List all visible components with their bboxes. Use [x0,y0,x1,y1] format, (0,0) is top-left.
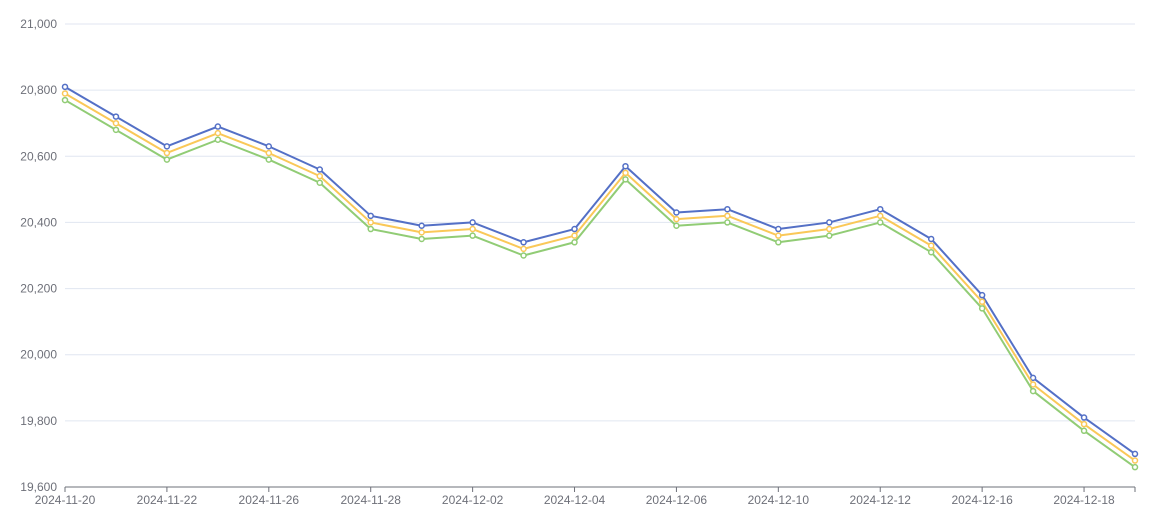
data-point[interactable] [927,235,935,243]
x-tick-label: 2024-12-10 [748,493,810,507]
data-point[interactable] [418,229,425,236]
data-point[interactable] [927,248,935,256]
series-3 [61,96,1139,471]
data-point[interactable] [724,205,731,213]
data-point[interactable] [876,205,884,213]
data-point[interactable] [418,235,425,243]
series-2 [61,90,1139,464]
data-point[interactable] [61,90,69,97]
data-point[interactable] [775,225,782,233]
data-point[interactable] [826,232,833,239]
data-point[interactable] [214,136,222,143]
y-tick-label: 20,800 [20,83,57,97]
x-tick-label: 2024-11-20 [35,493,96,507]
data-point[interactable] [673,215,680,223]
data-point[interactable] [826,219,833,226]
x-tick-label: 2024-12-18 [1053,493,1115,507]
data-point[interactable] [1029,374,1037,382]
y-tick-label: 20,600 [20,149,57,163]
data-point[interactable] [520,245,527,253]
data-point[interactable] [1131,457,1139,464]
data-point[interactable] [163,149,171,157]
data-point[interactable] [571,239,578,246]
data-point[interactable] [520,252,527,259]
data-point[interactable] [571,225,578,233]
data-point[interactable] [673,209,680,216]
grid-lines [65,23,1135,422]
data-point[interactable] [673,222,680,229]
series-1 [61,83,1139,458]
series-line [64,92,1136,462]
x-tick-label: 2024-12-12 [850,493,912,507]
data-point[interactable] [1131,450,1139,458]
x-tick-label: 2024-12-16 [951,493,1013,507]
data-point[interactable] [1080,414,1088,421]
data-point[interactable] [163,156,171,163]
axes [64,486,1136,492]
x-tick-label: 2024-12-04 [544,493,606,507]
data-point[interactable] [367,212,374,220]
data-point[interactable] [163,143,171,150]
data-point[interactable] [571,232,578,239]
data-point[interactable] [775,232,782,239]
data-point[interactable] [826,225,833,233]
y-axis-tick-labels: 19,600 19,800 20,000 20,200 20,400 20,600 20,8… [20,17,57,494]
data-point[interactable] [112,119,120,127]
data-point[interactable] [469,225,476,233]
data-point[interactable] [775,239,782,246]
data-point[interactable] [1131,463,1139,471]
data-point[interactable] [724,219,731,226]
data-point[interactable] [876,212,884,220]
data-point[interactable] [367,219,374,226]
x-tick-label: 2024-12-06 [646,493,708,507]
data-point[interactable] [978,298,986,306]
x-tick-label: 2024-11-22 [137,493,198,507]
data-point[interactable] [1080,427,1088,435]
data-point[interactable] [724,212,731,220]
data-point[interactable] [112,126,120,134]
data-point[interactable] [927,242,935,249]
series-line [64,85,1136,455]
data-point[interactable] [214,123,222,130]
data-point[interactable] [622,162,629,170]
y-tick-label: 20,200 [20,282,57,296]
series-lines [61,83,1139,471]
data-point[interactable] [61,96,69,104]
data-point[interactable] [978,291,986,299]
data-point[interactable] [469,219,476,226]
data-point[interactable] [265,149,273,157]
data-point[interactable] [418,222,425,229]
data-point[interactable] [1080,420,1088,428]
data-point[interactable] [622,169,629,177]
data-point[interactable] [978,305,986,312]
data-point[interactable] [214,129,222,137]
y-tick-label: 21,000 [20,17,57,31]
data-point[interactable] [316,166,324,173]
data-point[interactable] [316,172,324,180]
data-point[interactable] [265,143,273,150]
series-line [64,99,1136,468]
y-tick-label: 20,000 [20,348,57,362]
data-point[interactable] [316,179,324,186]
data-point[interactable] [1029,387,1037,395]
data-point[interactable] [112,113,120,120]
data-point[interactable] [469,232,476,239]
x-tick-label: 2024-11-28 [340,493,401,507]
data-point[interactable] [622,176,629,183]
x-tick-label: 2024-11-26 [239,493,300,507]
y-tick-label: 19,600 [20,480,57,494]
data-point[interactable] [1029,381,1037,388]
data-point[interactable] [265,156,273,163]
data-point[interactable] [367,225,374,233]
data-point[interactable] [876,219,884,226]
data-point[interactable] [61,83,69,91]
y-tick-label: 20,400 [20,215,57,229]
data-point[interactable] [520,239,527,246]
x-axis-tick-labels: 2024-11-20 2024-11-22 2024-11-26 2024-11-28… [35,493,1115,507]
x-tick-label: 2024-12-02 [442,493,504,507]
y-tick-label: 19,800 [20,414,57,428]
